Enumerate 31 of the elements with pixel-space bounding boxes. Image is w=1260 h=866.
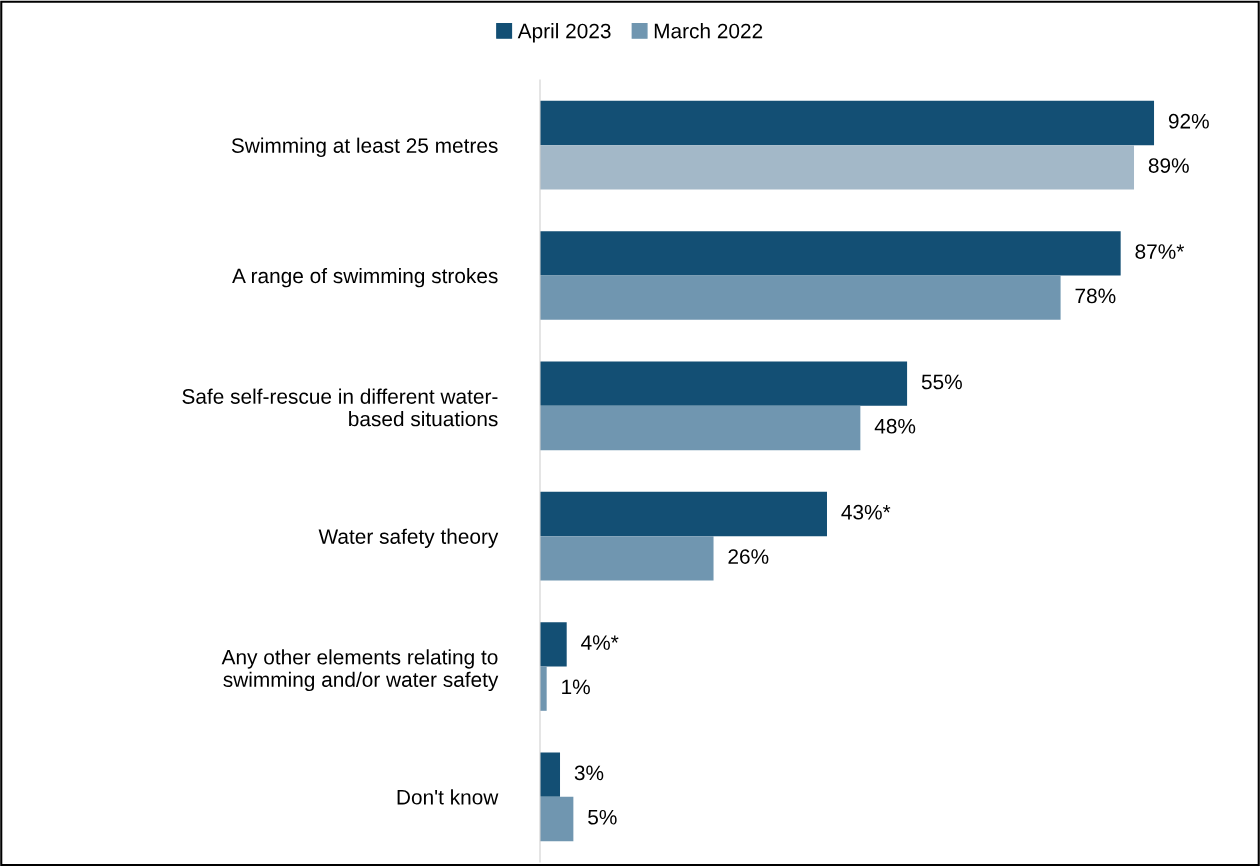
bar (540, 231, 1121, 276)
y-tick-label: Swimming at least 25 metres (231, 137, 498, 158)
legend-label: March 2022 (654, 23, 763, 39)
y-tick-label: Water safety theory (318, 528, 499, 549)
bar (540, 361, 908, 406)
bar (540, 752, 561, 797)
data-label: 87%* (1135, 244, 1185, 259)
y-tick-label: Safe self-rescue in different water- based situations (182, 388, 498, 427)
data-label: 92% (1168, 113, 1209, 129)
y-tick-label: A range of swimming strokes (232, 267, 498, 288)
legend-label: April 2023 (517, 23, 611, 43)
data-label: 89% (1148, 158, 1189, 173)
data-label: 4%* (581, 635, 619, 650)
y-tick-label: Don't know (397, 789, 499, 805)
bar (540, 796, 574, 842)
bar (540, 622, 567, 667)
data-label: 3% (574, 765, 604, 781)
bar (540, 145, 1135, 190)
bar (540, 491, 827, 537)
data-label: 55% (921, 374, 962, 390)
bar (540, 405, 861, 451)
data-label: 26% (728, 549, 769, 564)
bar (540, 536, 714, 581)
data-label: 5% (588, 809, 617, 825)
data-label: 43%* (841, 504, 891, 520)
bar (540, 100, 1155, 146)
y-tick-label: Any other elements relating to swimming and/or water safety (221, 649, 499, 692)
bar (540, 275, 1061, 320)
data-label: 48% (874, 418, 916, 434)
data-label: 1% (562, 679, 590, 695)
data-label: 78% (1075, 288, 1116, 304)
